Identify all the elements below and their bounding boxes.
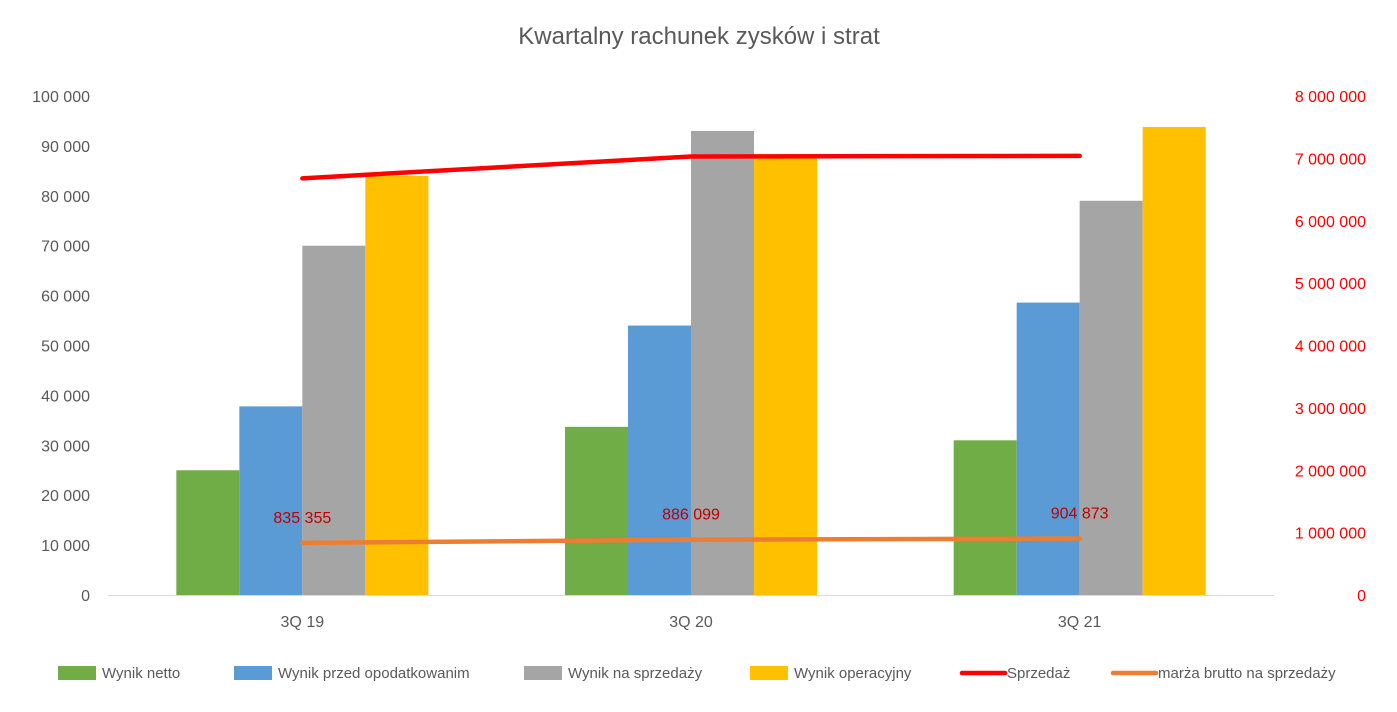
bar xyxy=(1142,126,1206,596)
legend-swatch xyxy=(234,666,272,680)
legend-item: Wynik przed opodatkowanim xyxy=(234,665,470,682)
right-axis-tick-label: 1 000 000 xyxy=(1295,526,1366,543)
bar xyxy=(754,155,817,595)
legend-label: Wynik operacyjny xyxy=(794,665,912,682)
data-label: 904 873 xyxy=(1051,506,1109,523)
left-axis-tick-label: 20 000 xyxy=(41,488,90,505)
legend-label: Wynik netto xyxy=(102,665,180,682)
bar xyxy=(1016,302,1080,595)
legend-item: Wynik netto xyxy=(58,665,180,682)
bar-series-group xyxy=(176,126,1206,596)
bar xyxy=(365,175,429,595)
left-axis-tick-label: 0 xyxy=(81,588,90,605)
bar xyxy=(1079,200,1143,596)
bar xyxy=(565,426,628,595)
data-label: 835 355 xyxy=(273,510,331,527)
bar xyxy=(176,470,240,595)
legend-label: Wynik na sprzedaży xyxy=(568,665,703,682)
left-axis-tick-label: 40 000 xyxy=(41,388,90,405)
bar xyxy=(239,406,303,595)
left-axis-tick-label: 30 000 xyxy=(41,438,90,455)
left-axis-tick-label: 50 000 xyxy=(41,339,90,356)
right-axis-tick-label: 4 000 000 xyxy=(1295,339,1366,356)
left-axis-tick-label: 80 000 xyxy=(41,189,90,206)
right-axis: 0 1 000 000 2 000 000 3 000 000 4 000 000 5 0… xyxy=(1295,89,1366,605)
chart-title: Kwartalny rachunek zysków i strat xyxy=(518,23,880,50)
legend-label: marża brutto na sprzedaży xyxy=(1158,665,1336,682)
legend-item: marża brutto na sprzedaży xyxy=(1110,665,1336,682)
legend-item: Wynik na sprzedaży xyxy=(524,665,703,682)
x-axis-tick-label: 3Q 20 xyxy=(669,614,713,631)
right-axis-tick-label: 2 000 000 xyxy=(1295,463,1366,480)
x-axis-tick-label: 3Q 21 xyxy=(1058,614,1102,631)
bar xyxy=(302,245,366,595)
left-axis-tick-label: 100 000 xyxy=(32,89,90,106)
data-labels-group: 835 355 886 099 904 873 xyxy=(273,506,1108,527)
legend-swatch xyxy=(58,666,96,680)
legend-item: Sprzedaż xyxy=(959,665,1070,682)
bar xyxy=(628,325,691,595)
left-axis-tick-label: 70 000 xyxy=(41,239,90,256)
bar xyxy=(953,440,1017,595)
series-line xyxy=(300,153,1082,181)
series-line xyxy=(300,536,1082,546)
left-axis: 0 10 000 20 000 30 000 40 000 50 000 60 000 70 … xyxy=(32,89,90,605)
x-axis-tick-label: 3Q 19 xyxy=(281,614,325,631)
legend-label: Wynik przed opodatkowanim xyxy=(278,665,470,682)
right-axis-tick-label: 8 000 000 xyxy=(1295,89,1366,106)
line-series-group xyxy=(300,153,1082,546)
left-axis-tick-label: 60 000 xyxy=(41,289,90,306)
right-axis-tick-label: 7 000 000 xyxy=(1295,151,1366,168)
x-axis-ticks: 3Q 19 3Q 20 3Q 21 xyxy=(281,614,1102,631)
legend-swatch xyxy=(750,666,788,680)
legend-swatch xyxy=(524,666,562,680)
right-axis-tick-label: 3 000 000 xyxy=(1295,401,1366,418)
right-axis-tick-label: 0 xyxy=(1357,588,1366,605)
bar xyxy=(691,130,754,595)
data-label: 886 099 xyxy=(662,507,720,524)
legend-item: Wynik operacyjny xyxy=(750,665,912,682)
right-axis-tick-label: 6 000 000 xyxy=(1295,214,1366,231)
legend: Wynik netto Wynik przed opodatkowanim Wyni… xyxy=(58,665,1336,682)
left-axis-tick-label: 10 000 xyxy=(41,538,90,555)
right-axis-tick-label: 5 000 000 xyxy=(1295,276,1366,293)
left-axis-tick-label: 90 000 xyxy=(41,139,90,156)
legend-label: Sprzedaż xyxy=(1007,665,1070,682)
